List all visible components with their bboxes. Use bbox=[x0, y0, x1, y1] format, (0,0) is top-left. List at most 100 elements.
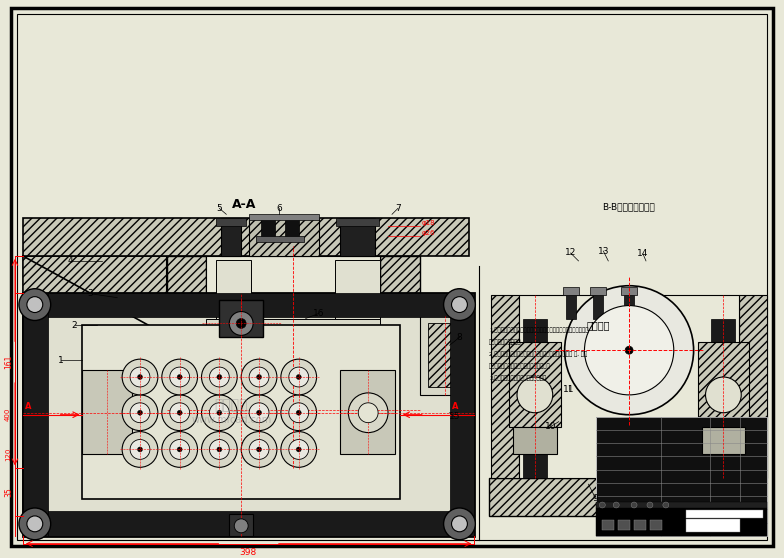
Circle shape bbox=[27, 297, 43, 312]
Text: 16: 16 bbox=[313, 309, 325, 318]
Circle shape bbox=[234, 519, 249, 533]
Circle shape bbox=[256, 374, 262, 379]
Circle shape bbox=[177, 447, 182, 452]
Text: 先沐图网: 先沐图网 bbox=[215, 398, 248, 412]
Bar bbox=[249, 218, 318, 256]
Bar bbox=[428, 324, 462, 387]
Circle shape bbox=[162, 395, 198, 431]
Bar bbox=[340, 218, 375, 256]
Bar bbox=[686, 519, 740, 532]
Bar bbox=[82, 325, 400, 499]
Bar bbox=[216, 359, 370, 384]
Circle shape bbox=[599, 502, 605, 508]
Circle shape bbox=[625, 347, 633, 354]
Circle shape bbox=[170, 367, 190, 387]
Circle shape bbox=[585, 306, 673, 395]
Bar bbox=[220, 300, 263, 338]
Circle shape bbox=[137, 374, 143, 379]
Bar bbox=[206, 413, 380, 468]
Bar bbox=[590, 287, 606, 295]
Text: 1: 1 bbox=[58, 355, 64, 364]
Circle shape bbox=[517, 377, 553, 413]
Text: 2.装夹，锁紧后检查，产品在有动后应无晃动现象；螺母 锁, 发现: 2.装夹，锁紧后检查，产品在有动后应无晃动现象；螺母 锁, 发现 bbox=[489, 351, 587, 357]
Text: 161: 161 bbox=[5, 355, 13, 369]
Bar bbox=[563, 287, 579, 295]
Circle shape bbox=[130, 367, 150, 387]
Circle shape bbox=[19, 508, 51, 540]
Circle shape bbox=[201, 359, 238, 395]
Circle shape bbox=[209, 440, 229, 459]
Circle shape bbox=[137, 447, 143, 452]
Circle shape bbox=[162, 431, 198, 467]
Circle shape bbox=[256, 447, 262, 452]
Circle shape bbox=[281, 395, 317, 431]
Bar bbox=[206, 256, 380, 468]
Circle shape bbox=[177, 374, 182, 379]
Circle shape bbox=[201, 395, 238, 431]
Circle shape bbox=[170, 403, 190, 422]
Bar bbox=[419, 315, 470, 395]
Circle shape bbox=[706, 377, 741, 413]
Bar bbox=[380, 256, 419, 468]
Bar bbox=[519, 295, 739, 478]
Text: A: A bbox=[452, 402, 458, 411]
Text: 2: 2 bbox=[71, 321, 78, 330]
Circle shape bbox=[249, 367, 269, 387]
Text: 13: 13 bbox=[597, 247, 609, 256]
Bar bbox=[256, 236, 303, 242]
Bar bbox=[619, 520, 630, 530]
Bar bbox=[249, 214, 318, 220]
Text: 4: 4 bbox=[67, 257, 74, 266]
Text: 15: 15 bbox=[448, 412, 460, 421]
Circle shape bbox=[162, 359, 198, 395]
Text: 技术要求: 技术要求 bbox=[586, 320, 610, 330]
Text: www.mfcad.com: www.mfcad.com bbox=[191, 415, 271, 425]
Bar bbox=[82, 370, 132, 454]
Circle shape bbox=[281, 431, 317, 467]
Bar bbox=[602, 520, 614, 530]
Circle shape bbox=[137, 410, 143, 415]
Circle shape bbox=[130, 403, 150, 422]
Bar bbox=[565, 295, 575, 320]
Bar bbox=[23, 468, 470, 516]
Text: φ18: φ18 bbox=[422, 220, 435, 226]
Circle shape bbox=[452, 297, 467, 312]
Circle shape bbox=[170, 440, 190, 459]
Bar bbox=[229, 514, 253, 536]
Circle shape bbox=[122, 395, 158, 431]
Bar bbox=[523, 320, 546, 478]
Text: 8: 8 bbox=[456, 333, 463, 342]
Bar bbox=[340, 370, 395, 454]
Text: 7: 7 bbox=[395, 204, 401, 213]
Bar bbox=[621, 287, 637, 295]
Bar bbox=[23, 293, 474, 536]
Circle shape bbox=[647, 502, 653, 508]
Circle shape bbox=[27, 516, 43, 532]
Text: 10: 10 bbox=[545, 422, 557, 431]
Circle shape bbox=[209, 403, 229, 422]
Bar bbox=[336, 218, 379, 226]
Circle shape bbox=[358, 403, 378, 422]
Bar bbox=[489, 478, 765, 516]
Text: 胶。螺母，螺栓拧紧。: 胶。螺母，螺栓拧紧。 bbox=[489, 339, 521, 345]
Circle shape bbox=[256, 410, 262, 415]
Bar bbox=[206, 320, 380, 359]
Bar bbox=[509, 342, 561, 427]
Bar bbox=[221, 218, 241, 256]
Circle shape bbox=[122, 431, 158, 467]
Circle shape bbox=[201, 431, 238, 467]
Circle shape bbox=[249, 403, 269, 422]
Circle shape bbox=[217, 410, 222, 415]
Polygon shape bbox=[23, 256, 167, 468]
Bar bbox=[597, 502, 767, 508]
Circle shape bbox=[631, 502, 637, 508]
Circle shape bbox=[177, 410, 182, 415]
Circle shape bbox=[209, 367, 229, 387]
Circle shape bbox=[217, 447, 222, 452]
Bar bbox=[624, 295, 634, 320]
Text: 异常，应先检查。产品是否有不适的现象。: 异常，应先检查。产品是否有不适的现象。 bbox=[489, 363, 551, 369]
Circle shape bbox=[564, 286, 694, 415]
Text: 1.装配前清洗零件，配合件接触面涂以干净机油，螺纹处应涂以螺纹: 1.装配前清洗零件，配合件接触面涂以干净机油，螺纹处应涂以螺纹 bbox=[489, 328, 589, 333]
Bar bbox=[261, 218, 275, 238]
Bar bbox=[650, 520, 662, 530]
